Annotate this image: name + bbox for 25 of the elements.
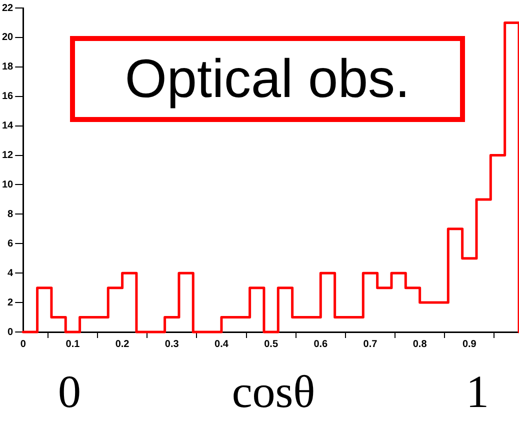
x-tick-label: 0.2 <box>115 338 130 350</box>
y-tick-label: 14 <box>2 120 14 132</box>
x-tick-label: 0.5 <box>264 338 278 350</box>
x-tick-label: 0.4 <box>214 338 229 350</box>
x-tick-label: 0.1 <box>66 338 80 350</box>
x-axis-title: cosθ <box>232 364 316 418</box>
x-tick-label: 0 <box>20 338 26 350</box>
annotation: Optical obs. <box>70 36 465 122</box>
y-tick-label: 12 <box>2 150 14 162</box>
y-tick-label: 16 <box>2 91 14 102</box>
text: 1 <box>466 364 489 418</box>
x-tick-label: 0.6 <box>314 338 328 350</box>
x-tick-label: 0.9 <box>462 338 477 350</box>
x-tick-label: 0.3 <box>164 338 180 350</box>
y-tick-label: 20 <box>2 32 14 44</box>
y-tick-label: 2 <box>8 297 14 308</box>
y-tick-label: 0 <box>8 326 14 338</box>
y-tick-label: 8 <box>8 208 14 220</box>
y-tick-label: 10 <box>2 179 14 190</box>
y-tick-label: 18 <box>2 62 14 73</box>
y-tick-label: 6 <box>8 238 14 250</box>
x-tick-label: 0.7 <box>363 338 378 350</box>
y-tick-label: 22 <box>2 2 14 14</box>
y-tick-label: 4 <box>8 268 14 279</box>
x-tick-label: 0.8 <box>412 338 428 350</box>
